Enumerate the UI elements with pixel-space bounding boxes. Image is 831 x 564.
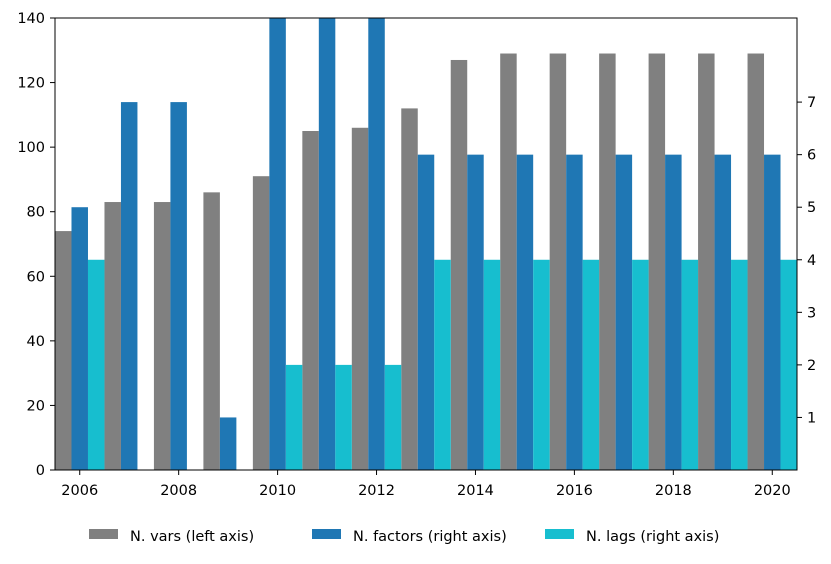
x-tick-label: 2016 [556, 483, 593, 499]
right-tick-label: 3 [807, 305, 816, 321]
right-tick-label: 5 [807, 200, 816, 216]
axes-group: 0 20 40 60 80 100 120 140 1 2 3 4 5 6 7 2006 2008 2010 201… [17, 11, 816, 499]
x-tick-label: 2006 [61, 483, 98, 499]
bar-left-s0-2020 [747, 53, 765, 470]
bar-right-s1-2006 [71, 207, 88, 470]
bar-right-s1-2014 [467, 154, 484, 470]
bar-right-s2-2019 [731, 259, 748, 470]
bar-right-s2-2006 [87, 259, 105, 470]
bar-right-s2-2013 [434, 259, 451, 470]
left-tick-label: 20 [27, 398, 45, 414]
x-tick-label: 2018 [655, 483, 692, 499]
left-tick-label: 80 [27, 205, 45, 221]
right-tick-label: 7 [807, 95, 816, 111]
bar-left-s0-2016 [549, 53, 567, 470]
x-tick-label: 2008 [160, 483, 197, 499]
left-tick-label: 120 [17, 76, 45, 92]
bar-left-s0-2017 [599, 53, 616, 470]
bar-right-s2-2012 [384, 364, 402, 470]
bar-right-s2-2015 [533, 259, 550, 470]
bar-left-s0-2014 [450, 59, 468, 470]
bar-left-s0-2006 [55, 231, 72, 470]
legend-swatch-1 [312, 529, 341, 539]
bar-right-s1-2017 [615, 154, 633, 470]
bar-left-s0-2008 [153, 202, 171, 470]
bar-left-s0-2018 [648, 53, 666, 470]
bar-left-s0-2010 [252, 176, 270, 470]
bar-right-s1-2016 [566, 154, 583, 470]
legend-swatch-0 [89, 529, 118, 539]
bars-group [55, 18, 797, 470]
bar-right-s2-2020 [780, 259, 797, 470]
bar-right-s1-2011 [318, 18, 336, 470]
bar-right-s2-2011 [335, 364, 352, 470]
left-tick-label: 0 [36, 463, 45, 479]
bar-right-s2-2010 [285, 364, 303, 470]
bar-right-s2-2017 [632, 259, 649, 470]
bar-right-s1-2007 [120, 102, 138, 470]
left-tick-label: 40 [27, 334, 45, 350]
x-tick-label: 2020 [754, 483, 791, 499]
plot-frame [54, 17, 798, 471]
bar-left-s0-2015 [500, 53, 517, 470]
right-tick-label: 6 [807, 148, 816, 164]
bar-right-s2-2018 [681, 259, 699, 470]
bar-right-s1-2015 [516, 154, 534, 470]
bar-right-s1-2019 [714, 154, 732, 470]
bar-right-s1-2013 [417, 154, 435, 470]
bar-right-s1-2012 [368, 18, 385, 470]
legend: N. vars (left axis) N. factors (right axi… [89, 529, 719, 545]
bar-left-s0-2009 [203, 192, 220, 470]
right-tick-label: 2 [807, 358, 816, 374]
bar-left-s0-2019 [698, 53, 715, 470]
left-tick-label: 100 [17, 140, 45, 156]
bar-right-s1-2008 [170, 102, 187, 470]
right-tick-label: 4 [807, 253, 816, 269]
bar-left-s0-2007 [104, 202, 121, 470]
bar-left-s0-2013 [401, 108, 418, 470]
bar-right-s1-2009 [219, 417, 237, 470]
bar-right-s1-2020 [764, 154, 781, 470]
x-tick-label: 2014 [457, 483, 494, 499]
legend-swatch-2 [545, 529, 574, 539]
legend-label-2: N. lags (right axis) [586, 529, 719, 545]
left-tick-label: 140 [17, 11, 45, 27]
legend-label-1: N. factors (right axis) [353, 529, 507, 545]
left-tick-label: 60 [27, 269, 45, 285]
bar-right-s2-2014 [483, 259, 501, 470]
legend-label-0: N. vars (left axis) [130, 529, 254, 545]
right-tick-label: 1 [807, 410, 816, 426]
bar-left-s0-2012 [351, 127, 369, 470]
bar-right-s1-2018 [665, 154, 682, 470]
x-tick-label: 2010 [259, 483, 296, 499]
x-tick-label: 2012 [358, 483, 395, 499]
bar-right-s2-2016 [582, 259, 600, 470]
bar-left-s0-2011 [302, 131, 319, 470]
bar-right-s1-2010 [269, 18, 286, 470]
